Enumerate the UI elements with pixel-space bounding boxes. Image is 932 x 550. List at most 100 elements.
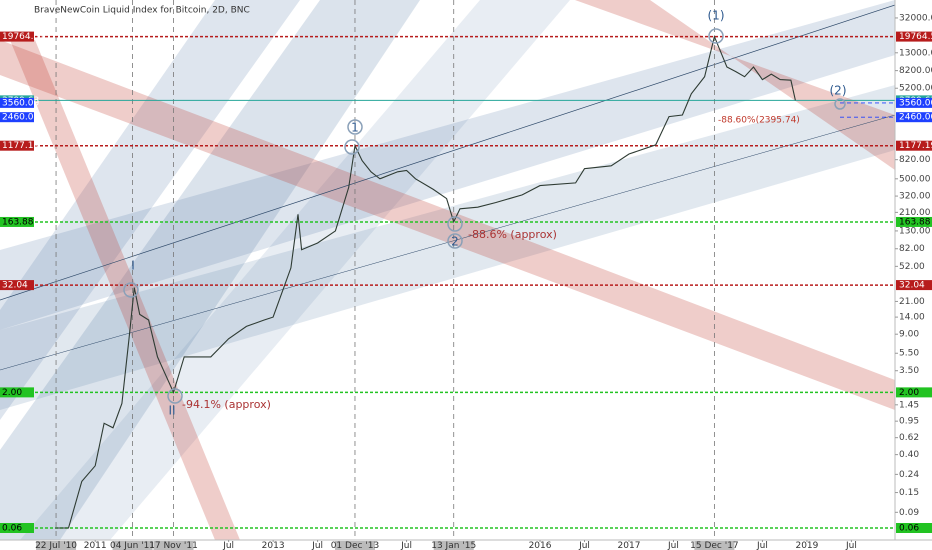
level-label: 1177.19 bbox=[899, 141, 932, 151]
channel bbox=[20, 0, 570, 540]
level-label-box bbox=[896, 31, 932, 42]
level-label-box-left bbox=[0, 140, 34, 151]
wave-label-circle bbox=[447, 233, 463, 249]
x-tick-label: Jul bbox=[400, 541, 412, 550]
channel bbox=[0, 85, 895, 410]
level-label-box-left bbox=[0, 280, 34, 291]
level-label: 2460.00 bbox=[899, 113, 932, 123]
wave-label: 2 bbox=[451, 235, 459, 249]
level-label: 32.04 bbox=[899, 281, 925, 291]
level-label-box bbox=[896, 97, 932, 108]
plot-layer bbox=[0, 0, 895, 540]
y-tick-label: 500.00 bbox=[899, 174, 931, 184]
x-tick-label: 2019 bbox=[795, 541, 818, 550]
price-line bbox=[55, 34, 796, 529]
x-tick-label: 17 Nov '11 bbox=[149, 541, 198, 550]
trend-line bbox=[0, 4, 896, 301]
wave-point bbox=[123, 282, 139, 298]
wave-point bbox=[344, 139, 360, 155]
y-tick-label: 0.62 bbox=[899, 433, 919, 443]
x-tick-label: 13 Jan '15 bbox=[431, 541, 476, 550]
channel bbox=[0, 0, 300, 420]
date-label-box bbox=[153, 541, 194, 550]
annotation: -88.6% (approx) bbox=[468, 228, 557, 241]
y-tick-label: 0.15 bbox=[899, 488, 919, 498]
date-label-box bbox=[334, 541, 375, 550]
y-tick-label: 0.40 bbox=[899, 450, 919, 460]
y-tick-label: 0.24 bbox=[899, 470, 919, 480]
wave-point bbox=[447, 216, 463, 232]
date-label-box bbox=[433, 541, 474, 550]
level-label: 19764.51 bbox=[899, 32, 932, 42]
wave-label: 1 bbox=[351, 121, 359, 135]
wave-label: II bbox=[168, 404, 175, 418]
date-label-box bbox=[36, 541, 77, 550]
level-label-box bbox=[896, 280, 932, 291]
level-label-left: 2460.00 bbox=[2, 113, 39, 123]
level-label-left: 0.06 bbox=[2, 524, 22, 534]
x-tick-label: 01 Dec '13 bbox=[331, 541, 380, 550]
y-tick-label: 320.00 bbox=[899, 192, 931, 202]
y-tick-label: 0.95 bbox=[899, 417, 919, 427]
y-tick-label: 130.00 bbox=[899, 226, 931, 236]
level-label: 3560.00 bbox=[899, 98, 932, 108]
x-tick-label: 04 Jun '11 bbox=[110, 541, 155, 550]
x-tick-label: Jul bbox=[311, 541, 323, 550]
date-label-box bbox=[112, 541, 153, 550]
y-tick-label: 0.09 bbox=[899, 508, 919, 518]
y-tick-label: 14.00 bbox=[899, 313, 925, 323]
y-tick-label: 5200.00 bbox=[899, 84, 932, 94]
wave-point bbox=[167, 388, 183, 404]
level-label-box bbox=[896, 387, 932, 398]
x-tick-label: 2013 bbox=[262, 541, 285, 550]
wave-point bbox=[708, 28, 724, 44]
level-label-left: 3560.00 bbox=[2, 98, 39, 108]
level-label-left: 1177.19 bbox=[2, 141, 39, 151]
level-label-box bbox=[896, 216, 932, 227]
x-tick-label: 2016 bbox=[529, 541, 552, 550]
channel bbox=[0, 0, 895, 330]
y-tick-label: 32000.00 bbox=[899, 13, 932, 23]
wave-label-circle bbox=[347, 119, 363, 135]
y-tick-label: 210.00 bbox=[899, 208, 931, 218]
chart-title: BraveNewCoin Liquid Index for Bitcoin, 2… bbox=[34, 6, 250, 16]
y-axis-area bbox=[895, 0, 932, 550]
x-tick-label: Jul bbox=[845, 541, 857, 550]
y-tick-label: 9.00 bbox=[899, 330, 919, 340]
level-label: 2.00 bbox=[899, 388, 919, 398]
level-label-box-left bbox=[0, 97, 34, 108]
wave-label: (2) bbox=[830, 84, 847, 98]
level-label-box-left bbox=[0, 216, 34, 227]
level-label-box-left bbox=[0, 523, 34, 534]
level-label-left: 2.00 bbox=[2, 388, 22, 398]
x-tick-label: Jul bbox=[578, 541, 590, 550]
level-label-box bbox=[896, 140, 932, 151]
y-tick-label: 82.00 bbox=[899, 244, 925, 254]
y-tick-label: 8200.00 bbox=[899, 66, 932, 76]
wave-label: I bbox=[131, 259, 135, 273]
level-label-left: 163.88 bbox=[2, 217, 34, 227]
x-tick-label: Jul bbox=[222, 541, 234, 550]
level-label-left: 19764.51 bbox=[2, 32, 45, 42]
level-label-box-left bbox=[0, 387, 34, 398]
y-tick-label: 52.00 bbox=[899, 262, 925, 272]
y-tick-label: 3.50 bbox=[899, 366, 919, 376]
y-tick-label: 5.50 bbox=[899, 349, 919, 359]
x-tick-label: 22 Jul '10 bbox=[35, 541, 77, 550]
y-tick-label: 13000.00 bbox=[899, 48, 932, 58]
y-tick-label: 820.00 bbox=[899, 155, 931, 165]
level-label-box bbox=[896, 523, 932, 534]
level-label: 163.88 bbox=[899, 217, 931, 227]
y-tick-label: 21.00 bbox=[899, 297, 925, 307]
level-label-box-left bbox=[0, 112, 34, 123]
wave-points bbox=[123, 28, 846, 404]
wave-label: (1) bbox=[708, 9, 725, 23]
x-tick-label: Jul bbox=[667, 541, 679, 550]
date-label-box bbox=[694, 541, 735, 550]
x-tick-label: 15 Dec '17 bbox=[690, 541, 739, 550]
x-tick-label: 2011 bbox=[84, 541, 107, 550]
wave-point bbox=[834, 98, 846, 110]
level-label-box bbox=[896, 112, 932, 123]
y-tick-label: 1.45 bbox=[899, 400, 919, 410]
